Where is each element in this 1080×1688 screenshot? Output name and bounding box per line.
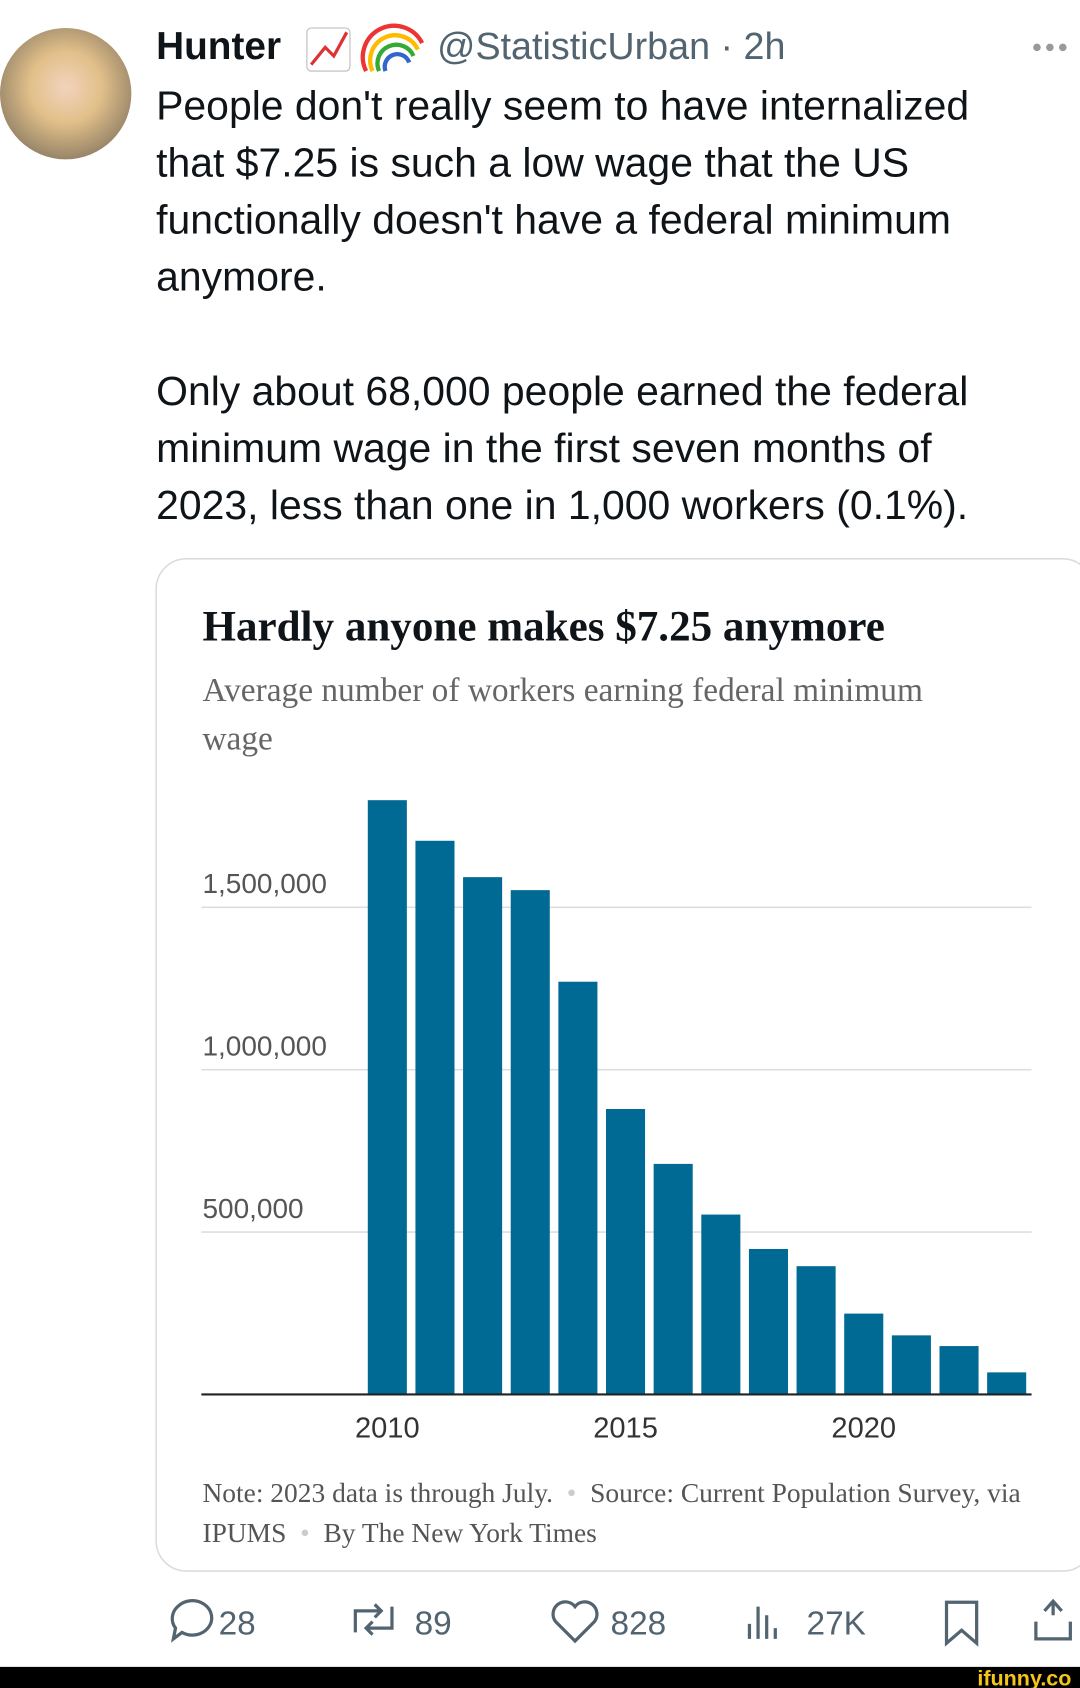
avatar[interactable] xyxy=(0,27,132,160)
y-tick-label: 1,500,000 xyxy=(202,868,327,899)
text-line: anymore. xyxy=(156,255,327,301)
source: Source: Current Population Survey, via I… xyxy=(202,1477,1021,1549)
bar xyxy=(463,877,503,1395)
like-count[interactable]: 828 xyxy=(610,1604,667,1643)
more-menu[interactable] xyxy=(1033,43,1067,52)
text-line: minimum wage in the first seven months o… xyxy=(156,426,932,472)
bar xyxy=(939,1346,979,1395)
footer-bar xyxy=(0,1666,1080,1688)
display-name[interactable]: Hunter xyxy=(156,23,282,68)
bar xyxy=(367,800,407,1395)
text-line: that $7.25 is such a low wage that the U… xyxy=(156,141,910,187)
bar xyxy=(891,1335,931,1395)
watermark: ifunny.co xyxy=(977,1666,1071,1688)
bar xyxy=(748,1248,788,1395)
text-line: Only about 68,000 people earned the fede… xyxy=(156,369,969,415)
reply-count[interactable]: 28 xyxy=(218,1604,256,1643)
emoji-icons xyxy=(306,23,425,73)
handle[interactable]: @StatisticUrban xyxy=(437,25,711,68)
chart-subtitle: Average number of workers earning federa… xyxy=(202,670,923,757)
view-count[interactable]: 27K xyxy=(806,1604,866,1643)
repost-count[interactable]: 89 xyxy=(414,1604,452,1643)
bar xyxy=(796,1266,836,1395)
bar xyxy=(844,1313,884,1395)
meta: @StatisticUrban · 2h xyxy=(437,25,786,68)
chart-title: Hardly anyone makes $7.25 anymore xyxy=(202,601,885,651)
bar xyxy=(987,1372,1027,1395)
x-tick-label: 2020 xyxy=(831,1413,896,1445)
y-tick-label: 500,000 xyxy=(202,1193,303,1224)
action-icons xyxy=(170,1598,1072,1647)
x-tick-label: 2015 xyxy=(593,1413,658,1445)
chart-notes: Note: 2023 data is through July. • Sourc… xyxy=(202,1477,1021,1549)
bar xyxy=(510,890,550,1395)
text-line: 2023, less than one in 1,000 workers (0.… xyxy=(156,483,969,529)
text-line: People don't really seem to have interna… xyxy=(156,83,970,130)
text-line: functionally doesn't have a federal mini… xyxy=(156,198,951,244)
y-tick-label: 1,000,000 xyxy=(202,1031,327,1062)
tweet-text: People don't really seem to have interna… xyxy=(156,79,969,536)
bar xyxy=(415,840,455,1395)
note: Note: 2023 data is through July. xyxy=(202,1477,554,1509)
bar xyxy=(701,1214,741,1395)
time: 2h xyxy=(743,25,786,68)
credit: By The New York Times xyxy=(323,1517,597,1549)
bar xyxy=(653,1163,693,1395)
x-tick-label: 2010 xyxy=(355,1413,420,1445)
bar xyxy=(606,1109,646,1395)
bar xyxy=(558,981,598,1395)
